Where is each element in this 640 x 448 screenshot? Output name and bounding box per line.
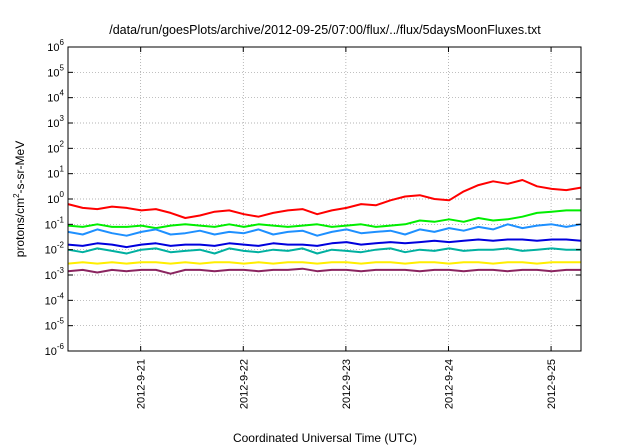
x-tick-label: 2012-9-22 bbox=[238, 359, 250, 409]
series-line-4 bbox=[67, 247, 581, 255]
y-tick-label: 10-2 bbox=[45, 241, 65, 257]
x-axis-ticks: 2012-9-21 2012-9-22 2012-9-23 2012-9-24 2012… bbox=[136, 47, 558, 409]
y-tick-label: 106 bbox=[47, 38, 64, 54]
chart-title: /data/run/goesPlots/archive/2012-09-25/0… bbox=[109, 23, 541, 37]
y-tick-label: 10-3 bbox=[45, 266, 65, 282]
x-tick-label: 2012-9-25 bbox=[546, 359, 558, 409]
y-axis-ticks: 10-6 10-5 10-4 10-3 10-2 10-1 100 101 102 103 104 1… bbox=[45, 38, 581, 358]
series-line-6 bbox=[67, 267, 581, 275]
series-line-2 bbox=[67, 223, 582, 237]
y-tick-label: 100 bbox=[47, 190, 64, 206]
grid-lines bbox=[68, 47, 581, 351]
x-axis-label: Coordinated Universal Time (UTC) bbox=[233, 431, 417, 445]
series-lines bbox=[67, 179, 582, 275]
series-line-5 bbox=[67, 261, 581, 265]
y-tick-label: 10-6 bbox=[45, 342, 65, 358]
y-tick-label: 10-1 bbox=[45, 215, 65, 231]
y-tick-label: 101 bbox=[47, 165, 64, 181]
y-tick-label: 10-4 bbox=[45, 291, 65, 307]
y-tick-label: 10-5 bbox=[45, 317, 65, 333]
y-tick-label: 105 bbox=[47, 63, 64, 79]
y-tick-label: 103 bbox=[47, 114, 64, 130]
y-tick-label: 104 bbox=[47, 89, 64, 105]
series-line-0 bbox=[67, 179, 582, 219]
plot-frame bbox=[67, 46, 582, 352]
x-tick-label: 2012-9-24 bbox=[443, 359, 455, 409]
y-axis-label: protons/cm2-s-sr-MeV bbox=[12, 141, 27, 257]
x-tick-label: 2012-9-23 bbox=[341, 359, 353, 409]
series-line-3 bbox=[67, 238, 582, 249]
x-tick-label: 2012-9-21 bbox=[136, 359, 148, 409]
y-tick-label: 102 bbox=[47, 139, 64, 155]
series-line-1 bbox=[67, 209, 581, 230]
